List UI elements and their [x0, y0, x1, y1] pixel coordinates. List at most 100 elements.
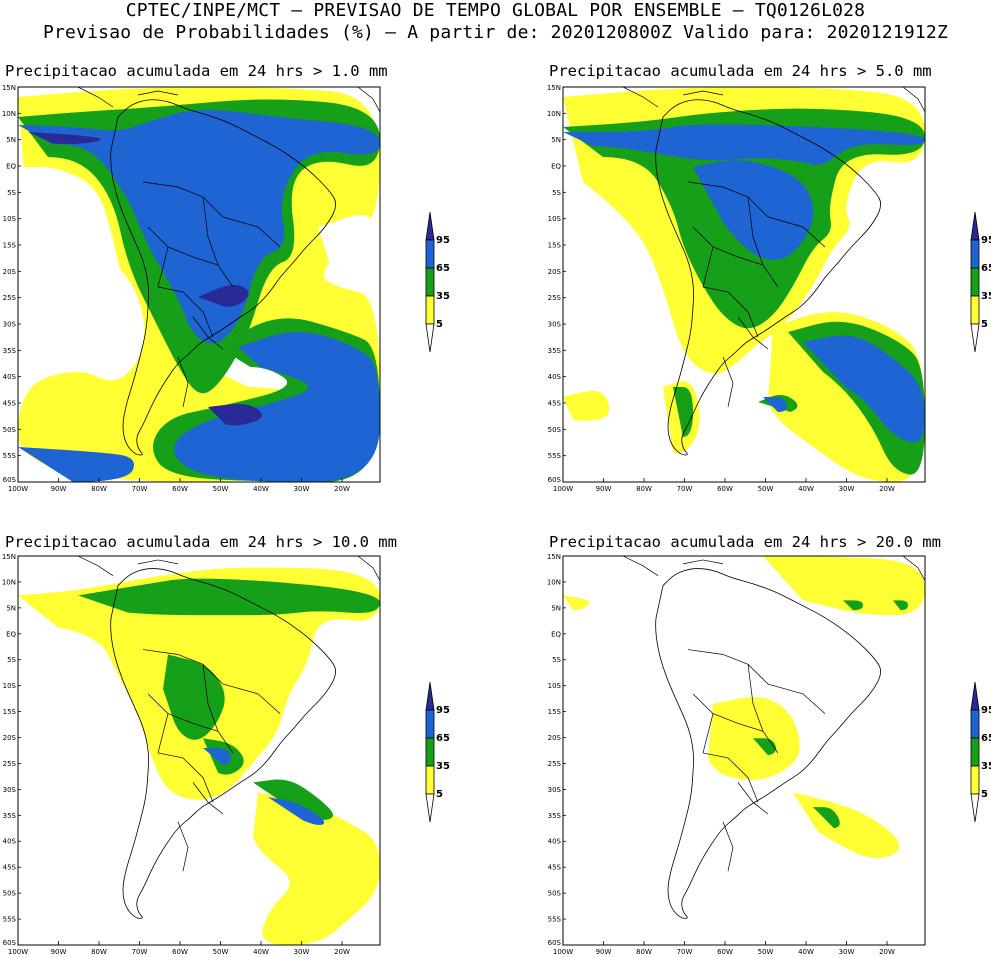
lon-label: 20W: [879, 485, 895, 493]
lon-label: 20W: [334, 948, 350, 956]
country-border: [702, 286, 759, 338]
lon-label: 90W: [596, 485, 612, 493]
coastline: [622, 556, 659, 576]
panel-4-title: Precipitacao acumulada em 24 hrs > 20.0 …: [549, 533, 941, 551]
lat-label: 15S: [3, 242, 17, 250]
lat-label: 5N: [551, 604, 561, 612]
coastline: [110, 99, 336, 456]
colorbar-segment-35: [425, 737, 435, 767]
lat-label: 30S: [3, 321, 17, 329]
lon-label: 20W: [334, 485, 350, 493]
country-border: [737, 316, 769, 350]
colorbar-label: 95: [436, 235, 450, 246]
lon-label: 80W: [91, 485, 107, 493]
coastline: [77, 87, 114, 108]
country-border: [687, 181, 769, 218]
panel-3-title: Precipitacao acumulada em 24 hrs > 10.0 …: [5, 533, 397, 551]
country-border: [147, 226, 169, 288]
country-border: [767, 683, 826, 714]
lat-label: 25S: [3, 294, 17, 302]
colorbar-label: 5: [436, 789, 443, 800]
country-border: [192, 782, 224, 815]
country-border: [767, 216, 826, 248]
prob-region: [174, 332, 380, 482]
lon-label: 100W: [8, 948, 28, 956]
colorbar-label: 95: [436, 705, 450, 716]
panel-4-map: 15N 10N 5N EQ 5S 10S 15S 20S 25S 30S 35S 40S 45S 50S 5…: [547, 553, 926, 956]
lat-label: 50S: [548, 890, 562, 898]
lat-label: 45S: [3, 864, 17, 872]
lat-label: 20S: [548, 734, 562, 742]
lat-label: 30S: [548, 321, 562, 329]
colorbar-segment-95: [970, 211, 980, 241]
colorbar-segment-95: [425, 681, 435, 711]
lat-label: 50S: [3, 426, 17, 434]
prob-region: [28, 132, 101, 144]
lat-label: 40S: [548, 373, 562, 381]
lat-label: 35S: [3, 812, 17, 820]
country-border: [142, 649, 224, 685]
lat-label: 60S: [3, 476, 17, 484]
lat-label: 40S: [548, 838, 562, 846]
country-border: [712, 246, 779, 288]
prob-region: [18, 167, 125, 361]
lat-label: 15N: [547, 553, 561, 561]
lat-label: 25S: [548, 294, 562, 302]
coastline: [902, 87, 925, 113]
colorbar-segment-below-5: [425, 793, 435, 823]
colorbar-label: 35: [981, 761, 991, 772]
colorbar-segment-95: [970, 681, 980, 711]
coastline: [622, 87, 659, 108]
panel-2-colorbar: 95 65 35 5: [970, 211, 991, 353]
lat-label: 60S: [548, 476, 562, 484]
lat-label: 5S: [7, 189, 16, 197]
prob-region: [253, 792, 380, 945]
panel-1-title: Precipitacao acumulada em 24 hrs > 1.0 m…: [5, 62, 388, 80]
country-border: [222, 216, 281, 248]
colorbar-segment-below-5: [425, 323, 435, 353]
lat-label: 55S: [548, 916, 562, 924]
lon-label: 40W: [798, 948, 814, 956]
colorbar-label: 5: [981, 319, 988, 330]
lat-label: 20S: [3, 268, 17, 276]
lat-label: EQ: [551, 163, 561, 171]
coastline: [137, 559, 179, 565]
colorbar-label: 95: [981, 235, 991, 246]
map-frame: [562, 555, 926, 946]
coastline: [137, 90, 179, 96]
lat-label: 20S: [548, 268, 562, 276]
lat-label: 30S: [3, 786, 17, 794]
lat-label: 45S: [3, 400, 17, 408]
lon-label: 40W: [253, 485, 269, 493]
lon-label: 60W: [172, 948, 188, 956]
colorbar-segment-5: [970, 765, 980, 795]
lat-label: 35S: [548, 347, 562, 355]
country-border: [747, 664, 764, 732]
country-border: [222, 683, 281, 714]
map-frame: [562, 86, 926, 483]
prob-region: [763, 397, 787, 412]
lat-label: 5N: [6, 136, 16, 144]
colorbar-segment-65: [970, 239, 980, 269]
lat-label: EQ: [6, 163, 16, 171]
prob-region: [793, 792, 900, 859]
lon-label: 90W: [51, 948, 67, 956]
lon-label: 30W: [294, 485, 310, 493]
colorbar-segment-35: [970, 737, 980, 767]
lat-label: 10N: [547, 110, 561, 118]
lon-label: 30W: [839, 948, 855, 956]
lat-label: 10S: [3, 215, 17, 223]
lon-label: 60W: [172, 485, 188, 493]
lat-label: 55S: [3, 452, 17, 460]
lon-label: 50W: [758, 485, 774, 493]
country-border: [202, 196, 219, 266]
lat-label: 45S: [548, 400, 562, 408]
prob-region: [198, 285, 249, 307]
country-border: [712, 713, 779, 754]
prob-region: [803, 335, 925, 443]
lon-label: 60W: [717, 485, 733, 493]
country-border: [147, 693, 169, 754]
prob-region: [18, 447, 134, 482]
lat-label: 35S: [548, 812, 562, 820]
colorbar-segment-65: [425, 709, 435, 739]
